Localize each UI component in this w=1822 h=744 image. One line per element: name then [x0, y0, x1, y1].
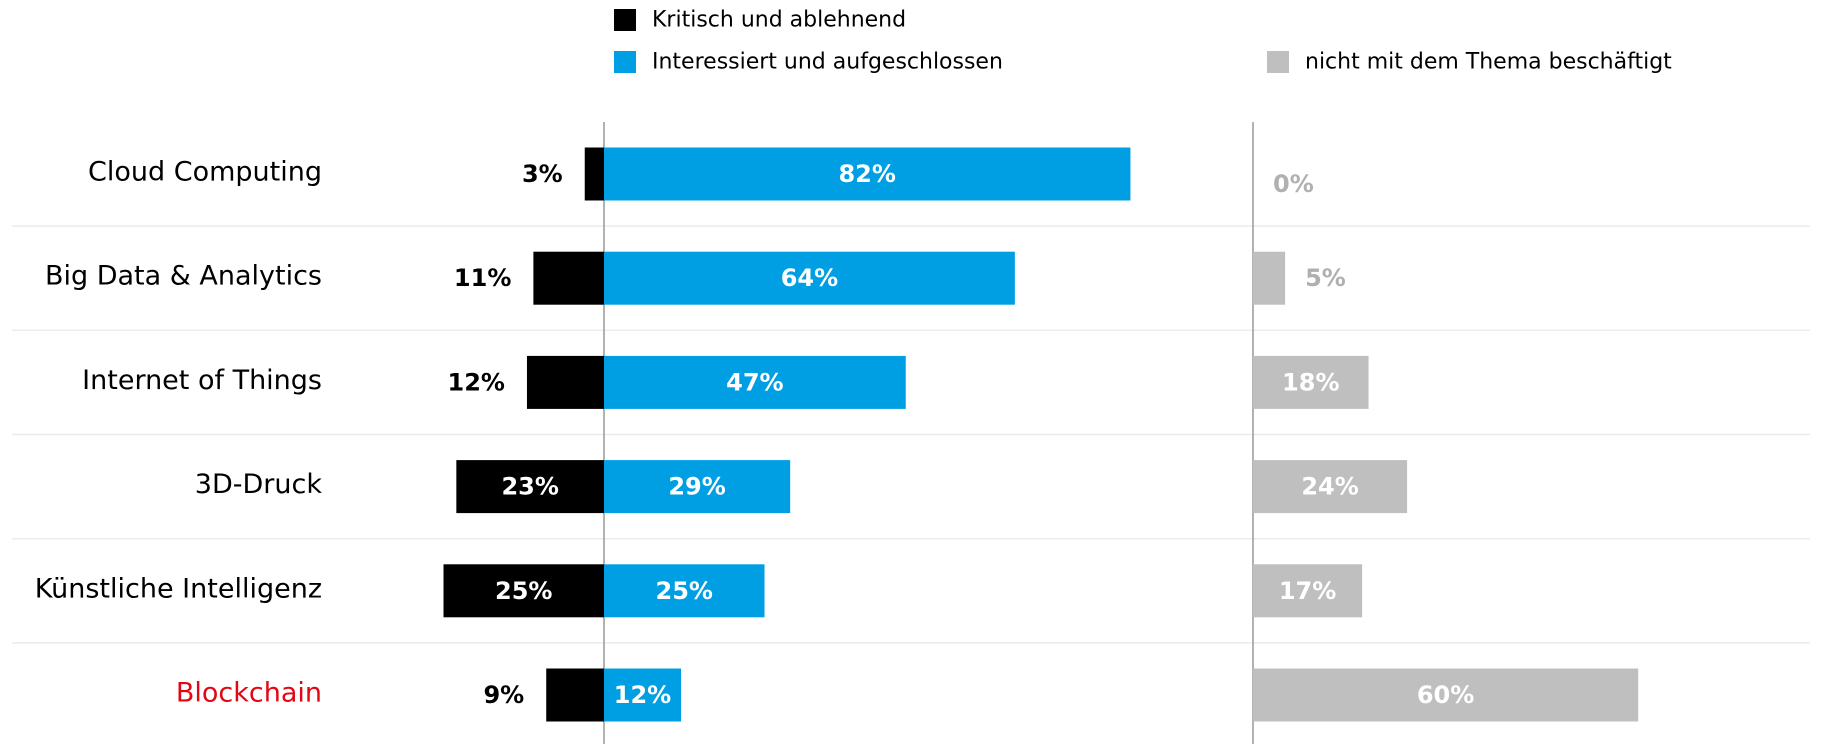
value-label: 0%: [1273, 170, 1314, 198]
bar: [1253, 668, 1639, 722]
value-label: 23%: [501, 473, 558, 501]
bar: [604, 460, 791, 514]
value-label: 12%: [614, 681, 671, 709]
bar: [1253, 251, 1286, 305]
value-label: 11%: [454, 264, 511, 292]
bar: [533, 251, 604, 305]
category-label: Künstliche Intelligenz: [35, 573, 322, 604]
value-label: 5%: [1305, 264, 1346, 292]
value-label: 3%: [522, 160, 563, 188]
value-label: 60%: [1417, 681, 1474, 709]
legend-label: nicht mit dem Thema beschäftigt: [1305, 50, 1672, 75]
legend-label: Interessiert und aufgeschlossen: [652, 50, 1003, 75]
legend-swatch: [1267, 51, 1289, 73]
bar: [604, 668, 682, 722]
value-label: 25%: [656, 577, 713, 605]
value-label: 29%: [668, 473, 725, 501]
bar: [604, 564, 765, 618]
bar: [1253, 460, 1408, 514]
category-label: Big Data & Analytics: [45, 261, 322, 292]
value-label: 47%: [726, 368, 783, 396]
value-label: 64%: [781, 264, 838, 292]
category-label: 3D-Druck: [195, 469, 323, 500]
bar: [604, 251, 1015, 305]
legend-label: Kritisch und ablehnend: [652, 8, 906, 33]
bar: [1253, 564, 1363, 618]
bar: [604, 355, 906, 409]
value-label: 9%: [483, 681, 524, 709]
bar: [604, 147, 1131, 201]
bar: [584, 147, 604, 201]
category-label: Cloud Computing: [88, 157, 322, 188]
bar: [1253, 355, 1369, 409]
legend-swatch: [614, 9, 636, 31]
bar: [526, 355, 604, 409]
bar: [443, 564, 604, 618]
value-label: 82%: [838, 160, 895, 188]
value-label: 25%: [495, 577, 552, 605]
bar: [456, 460, 604, 514]
category-label: Internet of Things: [82, 365, 322, 396]
legend-swatch: [614, 51, 636, 73]
bar: [546, 668, 604, 722]
value-label: 24%: [1301, 473, 1358, 501]
value-label: 17%: [1279, 577, 1336, 605]
value-label: 18%: [1282, 368, 1339, 396]
value-label: 12%: [448, 368, 505, 396]
category-label: Blockchain: [176, 678, 322, 709]
